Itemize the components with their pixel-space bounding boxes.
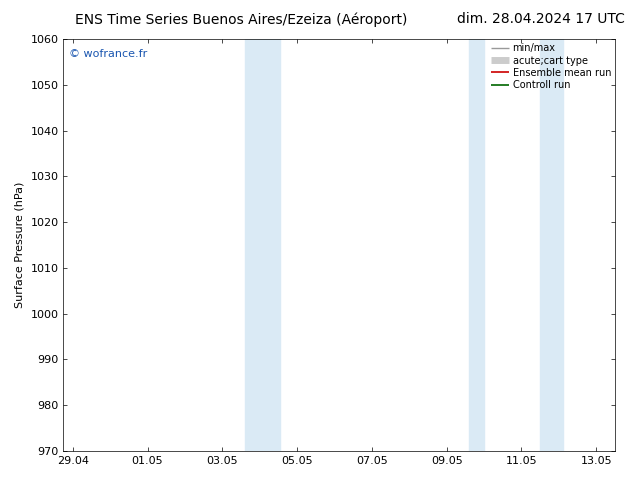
Bar <box>245 39 260 451</box>
Text: ENS Time Series Buenos Aires/Ezeiza (Aéroport): ENS Time Series Buenos Aires/Ezeiza (Aér… <box>75 12 407 27</box>
Bar <box>469 39 484 451</box>
Y-axis label: Surface Pressure (hPa): Surface Pressure (hPa) <box>15 182 25 308</box>
Legend: min/max, acute;cart type, Ensemble mean run, Controll run: min/max, acute;cart type, Ensemble mean … <box>489 41 613 92</box>
Text: dim. 28.04.2024 17 UTC: dim. 28.04.2024 17 UTC <box>456 12 624 26</box>
Bar <box>540 39 562 451</box>
Bar <box>260 39 280 451</box>
Text: © wofrance.fr: © wofrance.fr <box>69 49 147 59</box>
